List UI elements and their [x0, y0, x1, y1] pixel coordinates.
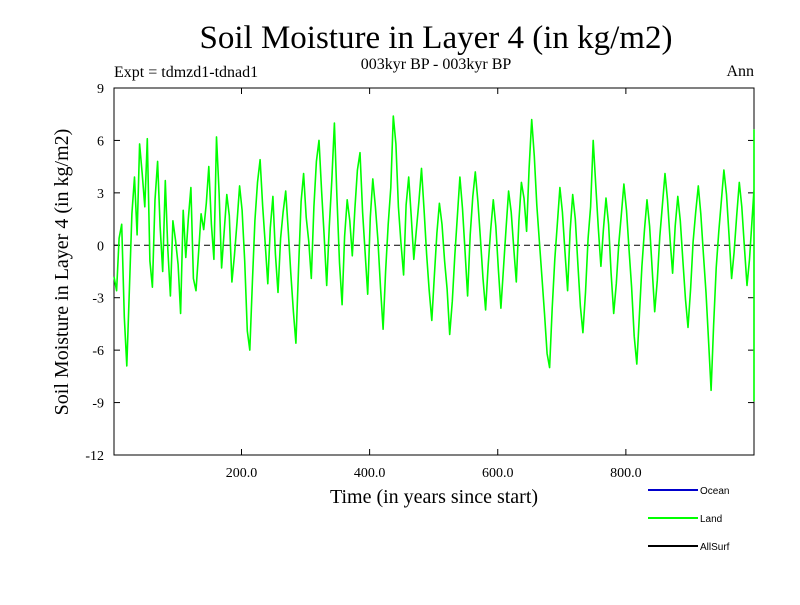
- x-tick-label: 200.0: [226, 466, 258, 481]
- x-tick-label: 800.0: [610, 466, 642, 481]
- x-tick-label: 400.0: [354, 466, 386, 481]
- x-axis-label: Time (in years since start): [330, 486, 538, 508]
- y-tick-label: 6: [97, 134, 104, 149]
- series-land-line: [113, 115, 755, 402]
- legend-label-ocean: Ocean: [700, 486, 729, 497]
- x-axis: 200.0 400.0 600.0 800.0: [226, 88, 642, 481]
- legend: Ocean Land AllSurf: [648, 486, 730, 553]
- y-tick-label: -9: [92, 397, 104, 412]
- y-axis: -12 -9 -6 -3 0 3 6 9: [85, 82, 754, 464]
- y-axis-label: Soil Moisture in Layer 4 (in kg/m2): [51, 129, 73, 416]
- y-tick-label: 0: [97, 239, 104, 254]
- y-tick-label: -3: [92, 292, 104, 307]
- legend-label-allsurf: AllSurf: [700, 542, 730, 553]
- chart-subtitle: 003kyr BP - 003kyr BP: [361, 56, 512, 73]
- x-tick-label: 600.0: [482, 466, 514, 481]
- y-tick-label: -12: [85, 449, 104, 464]
- y-tick-label: -6: [92, 344, 104, 359]
- y-tick-label: 9: [97, 82, 104, 97]
- legend-label-land: Land: [700, 514, 722, 525]
- experiment-label: Expt = tdmzd1-tdnad1: [114, 64, 258, 81]
- season-label: Ann: [726, 63, 754, 80]
- chart-title: Soil Moisture in Layer 4 (in kg/m2): [200, 20, 673, 56]
- y-tick-label: 3: [97, 187, 104, 202]
